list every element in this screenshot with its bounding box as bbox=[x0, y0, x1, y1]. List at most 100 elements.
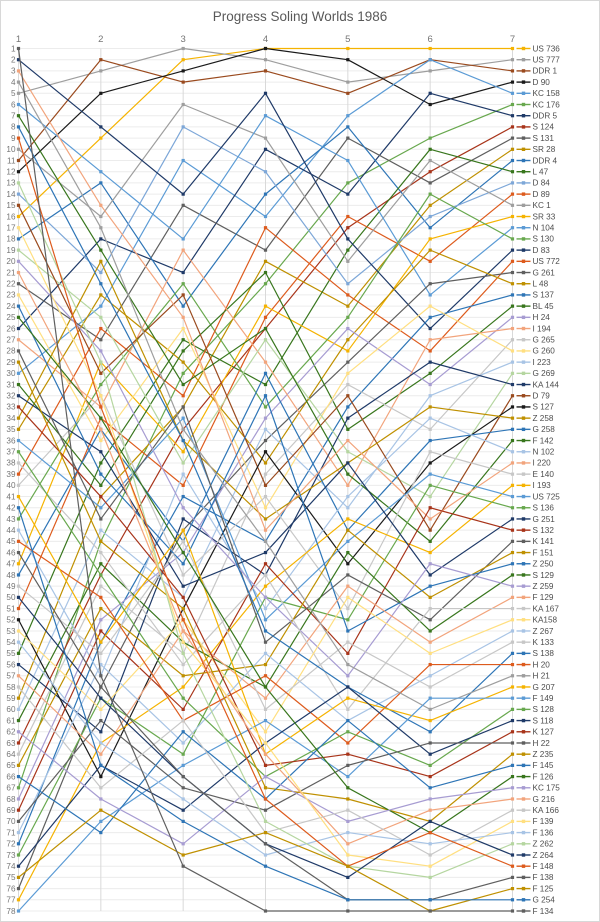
data-point[interactable] bbox=[99, 797, 103, 801]
data-point[interactable] bbox=[510, 662, 515, 667]
data-point[interactable] bbox=[263, 786, 268, 790]
data-point[interactable] bbox=[346, 842, 350, 846]
data-point[interactable] bbox=[510, 461, 515, 465]
data-point[interactable] bbox=[346, 517, 350, 521]
data-point[interactable] bbox=[16, 562, 21, 566]
data-point[interactable] bbox=[181, 752, 185, 756]
legend-item-k-133[interactable]: K 133 bbox=[516, 638, 555, 647]
data-point[interactable] bbox=[428, 472, 432, 476]
legend-item-s-118[interactable]: S 118 bbox=[516, 716, 554, 725]
legend-item-ddr-5[interactable]: DDR 5 bbox=[516, 112, 558, 121]
data-point[interactable] bbox=[16, 125, 21, 129]
legend-item-kc-1[interactable]: KC 1 bbox=[516, 201, 552, 210]
data-point[interactable] bbox=[16, 808, 21, 812]
data-point[interactable] bbox=[181, 58, 185, 62]
data-point[interactable] bbox=[181, 685, 185, 689]
data-point[interactable] bbox=[346, 304, 350, 308]
legend-item-h-24[interactable]: H 24 bbox=[516, 313, 551, 322]
data-point[interactable] bbox=[428, 640, 432, 644]
data-point[interactable] bbox=[99, 58, 103, 62]
data-point[interactable] bbox=[510, 909, 515, 913]
data-point[interactable] bbox=[99, 91, 103, 95]
legend-item-ka-166[interactable]: KA 166 bbox=[516, 806, 560, 815]
data-point[interactable] bbox=[99, 472, 103, 476]
data-point[interactable] bbox=[346, 371, 350, 375]
data-point[interactable] bbox=[181, 651, 185, 655]
data-point[interactable] bbox=[16, 170, 21, 174]
data-point[interactable] bbox=[16, 472, 21, 476]
data-point[interactable] bbox=[181, 550, 185, 555]
data-point[interactable] bbox=[346, 707, 350, 711]
data-point[interactable] bbox=[346, 573, 350, 577]
data-point[interactable] bbox=[346, 438, 350, 443]
data-point[interactable] bbox=[263, 326, 268, 331]
data-point[interactable] bbox=[99, 394, 103, 398]
data-point[interactable] bbox=[263, 797, 268, 801]
data-point[interactable] bbox=[346, 562, 350, 566]
data-point[interactable] bbox=[263, 741, 268, 745]
legend-item-sr-28[interactable]: SR 28 bbox=[516, 145, 556, 154]
data-point[interactable] bbox=[510, 584, 515, 588]
data-point[interactable] bbox=[428, 875, 432, 879]
legend-item-d-90[interactable]: D 90 bbox=[516, 78, 551, 87]
data-point[interactable] bbox=[510, 170, 515, 174]
data-point[interactable] bbox=[16, 91, 21, 95]
legend-item-ka-167[interactable]: KA 167 bbox=[516, 604, 560, 613]
data-point[interactable] bbox=[428, 898, 432, 902]
legend-item-f-136[interactable]: F 136 bbox=[516, 828, 554, 837]
data-point[interactable] bbox=[16, 606, 21, 611]
data-point[interactable] bbox=[346, 875, 350, 879]
data-point[interactable] bbox=[346, 326, 350, 331]
data-point[interactable] bbox=[510, 685, 515, 689]
data-point[interactable] bbox=[346, 214, 350, 219]
data-point[interactable] bbox=[510, 550, 515, 555]
data-point[interactable] bbox=[263, 707, 268, 711]
legend-item-g-258[interactable]: G 258 bbox=[516, 425, 556, 434]
data-point[interactable] bbox=[181, 338, 185, 342]
data-point[interactable] bbox=[181, 718, 185, 723]
data-point[interactable] bbox=[346, 192, 350, 196]
data-point[interactable] bbox=[263, 461, 268, 465]
data-point[interactable] bbox=[16, 662, 21, 667]
data-point[interactable] bbox=[428, 338, 432, 342]
data-point[interactable] bbox=[263, 864, 268, 868]
data-point[interactable] bbox=[510, 192, 515, 196]
data-point[interactable] bbox=[263, 830, 268, 835]
data-point[interactable] bbox=[181, 629, 185, 633]
data-point[interactable] bbox=[181, 270, 185, 275]
data-point[interactable] bbox=[99, 517, 103, 521]
data-point[interactable] bbox=[99, 416, 103, 420]
data-point[interactable] bbox=[16, 651, 21, 655]
data-point[interactable] bbox=[99, 528, 103, 532]
data-point[interactable] bbox=[16, 685, 21, 689]
data-point[interactable] bbox=[181, 472, 185, 476]
legend-item-d-79[interactable]: D 79 bbox=[516, 392, 551, 401]
data-point[interactable] bbox=[16, 69, 21, 73]
legend-item-f-129[interactable]: F 129 bbox=[516, 593, 554, 602]
data-point[interactable] bbox=[16, 797, 21, 801]
data-point[interactable] bbox=[510, 562, 515, 566]
data-point[interactable] bbox=[99, 315, 103, 319]
data-point[interactable] bbox=[16, 270, 21, 275]
data-point[interactable] bbox=[16, 315, 21, 319]
data-point[interactable] bbox=[346, 595, 350, 599]
data-point[interactable] bbox=[263, 808, 268, 812]
data-point[interactable] bbox=[428, 752, 432, 756]
data-point[interactable] bbox=[263, 450, 268, 454]
data-point[interactable] bbox=[263, 842, 268, 846]
data-point[interactable] bbox=[346, 528, 350, 532]
data-point[interactable] bbox=[263, 248, 268, 252]
legend-item-g-269[interactable]: G 269 bbox=[516, 369, 556, 378]
legend-item-k-141[interactable]: K 141 bbox=[516, 537, 555, 546]
data-point[interactable] bbox=[346, 181, 350, 185]
data-point[interactable] bbox=[346, 898, 350, 902]
data-point[interactable] bbox=[16, 595, 21, 599]
data-point[interactable] bbox=[510, 752, 515, 756]
data-point[interactable] bbox=[99, 259, 103, 263]
data-point[interactable] bbox=[181, 293, 185, 297]
legend-item-f-125[interactable]: F 125 bbox=[516, 884, 554, 893]
data-point[interactable] bbox=[181, 158, 185, 163]
legend-item-s-124[interactable]: S 124 bbox=[516, 123, 555, 132]
data-point[interactable] bbox=[346, 427, 350, 431]
data-point[interactable] bbox=[181, 763, 185, 767]
